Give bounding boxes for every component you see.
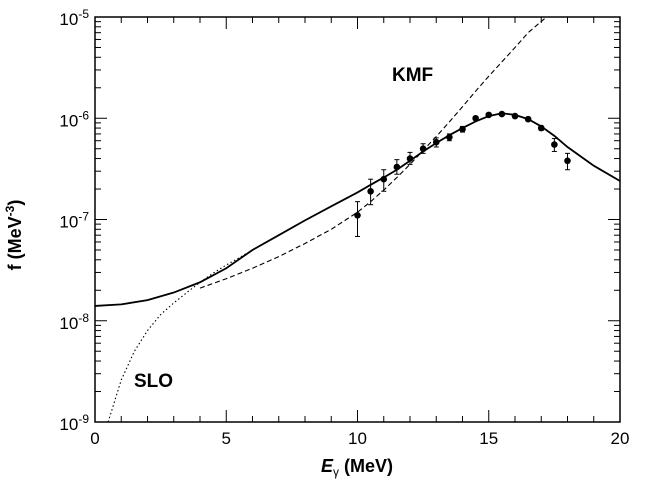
data-point [472, 114, 479, 122]
data-point [551, 141, 558, 148]
data-point [485, 111, 493, 119]
x-tick-label: 20 [611, 429, 630, 448]
y-tick-label: 10-8 [59, 311, 89, 333]
data-point [498, 110, 506, 118]
series-layer [95, 17, 620, 422]
data-point [511, 112, 519, 120]
data-point [406, 155, 414, 162]
x-axis-title: Eγ (MeV) [321, 456, 393, 479]
series-group [95, 17, 620, 422]
data-point [537, 124, 545, 132]
annotation-kmf: KMF [392, 65, 433, 86]
annotation-slo: SLO [134, 371, 173, 392]
data-point [380, 175, 388, 183]
data-point [367, 187, 374, 195]
data-point [459, 125, 466, 133]
x-tick-label: 0 [90, 429, 99, 448]
y-tick-label: 10-7 [59, 210, 89, 232]
y-tick-label: 10-9 [59, 412, 89, 434]
data-point [354, 212, 361, 219]
x-tick-label: 15 [479, 429, 498, 448]
data-point [446, 133, 453, 141]
data-point [524, 115, 532, 123]
x-tick-label: 5 [222, 429, 231, 448]
data-point [432, 138, 440, 146]
axis-layer: 0 5 10 15 20 10-9 10-8 10-7 10-6 10-5 [59, 7, 629, 448]
y-tick-label: 10-5 [59, 7, 89, 29]
series-dashed-line [199, 17, 547, 289]
y-axis-title: f (MeV-3) [3, 200, 25, 271]
x-tick-label: 10 [348, 429, 367, 448]
y-tick-label: 10-6 [59, 108, 89, 130]
series-dotted-line [107, 249, 253, 422]
data-point [564, 157, 571, 165]
data-point [393, 163, 401, 171]
data-point [419, 145, 427, 153]
